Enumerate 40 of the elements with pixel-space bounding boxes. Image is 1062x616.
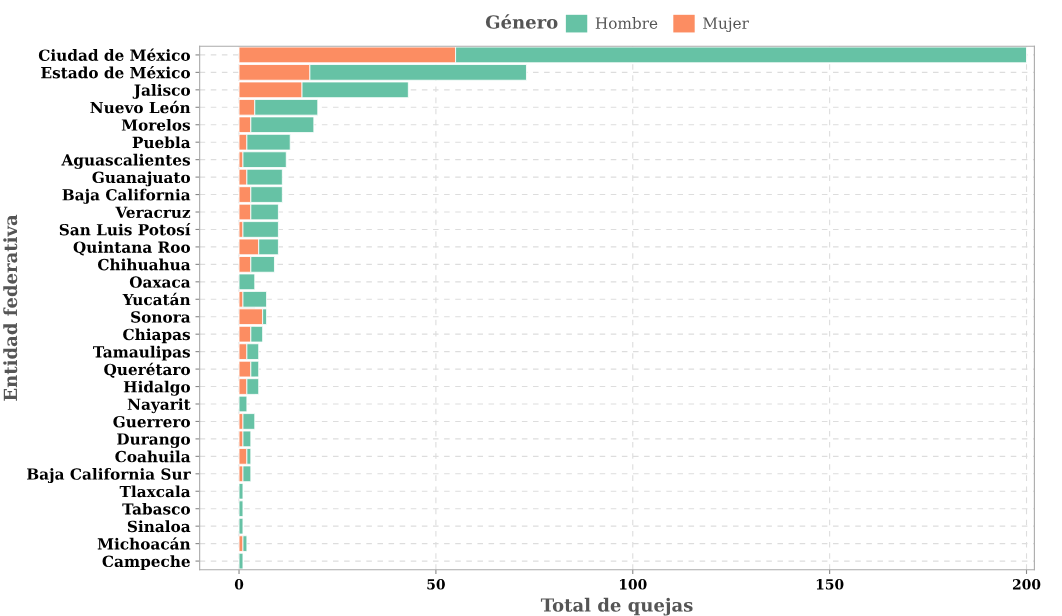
y-tick-label: Durango [117,433,191,448]
y-tick-label: Veracruz [115,206,191,219]
legend-label: Mujer [703,17,749,33]
y-tick-label: Baja California [62,188,191,204]
y-tick-label: Aguascalientes [61,153,190,169]
legend-label: Hombre [595,17,658,29]
y-tick-label: Guerrero [113,415,191,428]
y-tick-label: Quintana Roo [73,241,191,256]
y-tick-label: Puebla [132,136,191,149]
y-tick-label: Chiapas [123,328,190,344]
y-tick-label: Michoacán [97,537,191,550]
y-tick-label: Guanajuato [92,171,191,187]
x-axis-title: Total de quejas [540,597,693,616]
y-tick-label: San Luis Potosí [59,223,191,236]
y-tick-label: Sonora [131,311,191,323]
y-tick-label: Tabasco [122,502,191,515]
y-tick-label: Tlaxcala [119,485,191,498]
y-tick-label: Sinaloa [127,520,191,533]
x-tick-label: 200 [1012,579,1041,590]
y-axis-title: Entidad federativa [3,214,18,401]
y-tick-label: Chihuahua [97,258,191,271]
y-tick-label: Oaxaca [129,276,191,288]
x-tick-label: 150 [816,579,844,590]
x-tick-label: 50 [427,579,445,590]
x-tick-label: 100 [619,579,647,590]
y-tick-label: Baja California Sur [26,468,191,484]
y-tick-label: Coahuila [115,450,191,463]
y-tick-label: Morelos [121,118,190,131]
x-tick-label: 0 [234,579,244,590]
y-tick-label: Querétaro [104,362,191,378]
y-tick-label: Ciudad de México [38,48,191,61]
y-tick-label: Hidalgo [123,380,191,396]
y-tick-label: Tamaulipas [93,345,190,361]
y-tick-label: Nayarit [127,398,191,414]
y-tick-label: Jalisco [132,84,191,99]
y-tick-label: Campeche [102,555,190,571]
legend-title: Género [485,14,558,29]
y-tick-label: Estado de México [41,65,191,79]
y-tick-label: Yucatán [122,292,191,306]
y-tick-label: Nuevo León [90,100,191,114]
